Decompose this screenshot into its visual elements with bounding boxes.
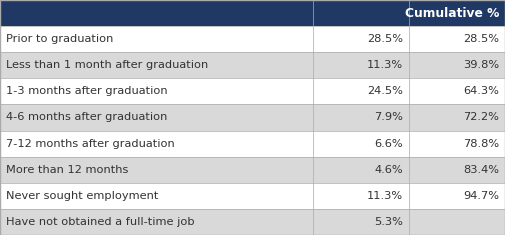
FancyBboxPatch shape xyxy=(0,0,313,26)
Text: 72.2%: 72.2% xyxy=(463,113,499,122)
FancyBboxPatch shape xyxy=(313,78,409,104)
FancyBboxPatch shape xyxy=(313,104,409,131)
Text: 24.5%: 24.5% xyxy=(367,86,403,96)
FancyBboxPatch shape xyxy=(409,131,505,157)
Text: 7.9%: 7.9% xyxy=(374,113,403,122)
Text: 7-12 months after graduation: 7-12 months after graduation xyxy=(6,139,175,149)
Text: 94.7%: 94.7% xyxy=(463,191,499,201)
FancyBboxPatch shape xyxy=(313,131,409,157)
FancyBboxPatch shape xyxy=(0,157,313,183)
Text: 4.6%: 4.6% xyxy=(374,165,403,175)
Text: 83.4%: 83.4% xyxy=(463,165,499,175)
FancyBboxPatch shape xyxy=(409,209,505,235)
Text: Prior to graduation: Prior to graduation xyxy=(6,34,114,44)
FancyBboxPatch shape xyxy=(409,78,505,104)
Text: More than 12 months: More than 12 months xyxy=(6,165,128,175)
FancyBboxPatch shape xyxy=(0,78,313,104)
FancyBboxPatch shape xyxy=(313,157,409,183)
FancyBboxPatch shape xyxy=(409,26,505,52)
FancyBboxPatch shape xyxy=(313,183,409,209)
FancyBboxPatch shape xyxy=(0,183,313,209)
Text: 1-3 months after graduation: 1-3 months after graduation xyxy=(6,86,168,96)
Text: 28.5%: 28.5% xyxy=(367,34,403,44)
FancyBboxPatch shape xyxy=(0,209,313,235)
FancyBboxPatch shape xyxy=(409,0,505,26)
Text: 78.8%: 78.8% xyxy=(463,139,499,149)
Text: 5.3%: 5.3% xyxy=(374,217,403,227)
Text: Never sought employment: Never sought employment xyxy=(6,191,159,201)
Text: 64.3%: 64.3% xyxy=(463,86,499,96)
Text: 6.6%: 6.6% xyxy=(374,139,403,149)
Text: 11.3%: 11.3% xyxy=(367,60,403,70)
Text: Cumulative %: Cumulative % xyxy=(405,7,499,20)
FancyBboxPatch shape xyxy=(409,52,505,78)
FancyBboxPatch shape xyxy=(313,209,409,235)
FancyBboxPatch shape xyxy=(0,131,313,157)
Text: 11.3%: 11.3% xyxy=(367,191,403,201)
Text: 39.8%: 39.8% xyxy=(463,60,499,70)
FancyBboxPatch shape xyxy=(0,26,313,52)
Text: 4-6 months after graduation: 4-6 months after graduation xyxy=(6,113,168,122)
Text: Have not obtained a full-time job: Have not obtained a full-time job xyxy=(6,217,195,227)
FancyBboxPatch shape xyxy=(0,52,313,78)
FancyBboxPatch shape xyxy=(313,0,409,26)
FancyBboxPatch shape xyxy=(409,183,505,209)
FancyBboxPatch shape xyxy=(0,104,313,131)
FancyBboxPatch shape xyxy=(313,26,409,52)
Text: 28.5%: 28.5% xyxy=(463,34,499,44)
FancyBboxPatch shape xyxy=(409,104,505,131)
FancyBboxPatch shape xyxy=(409,157,505,183)
Text: Less than 1 month after graduation: Less than 1 month after graduation xyxy=(6,60,208,70)
FancyBboxPatch shape xyxy=(313,52,409,78)
